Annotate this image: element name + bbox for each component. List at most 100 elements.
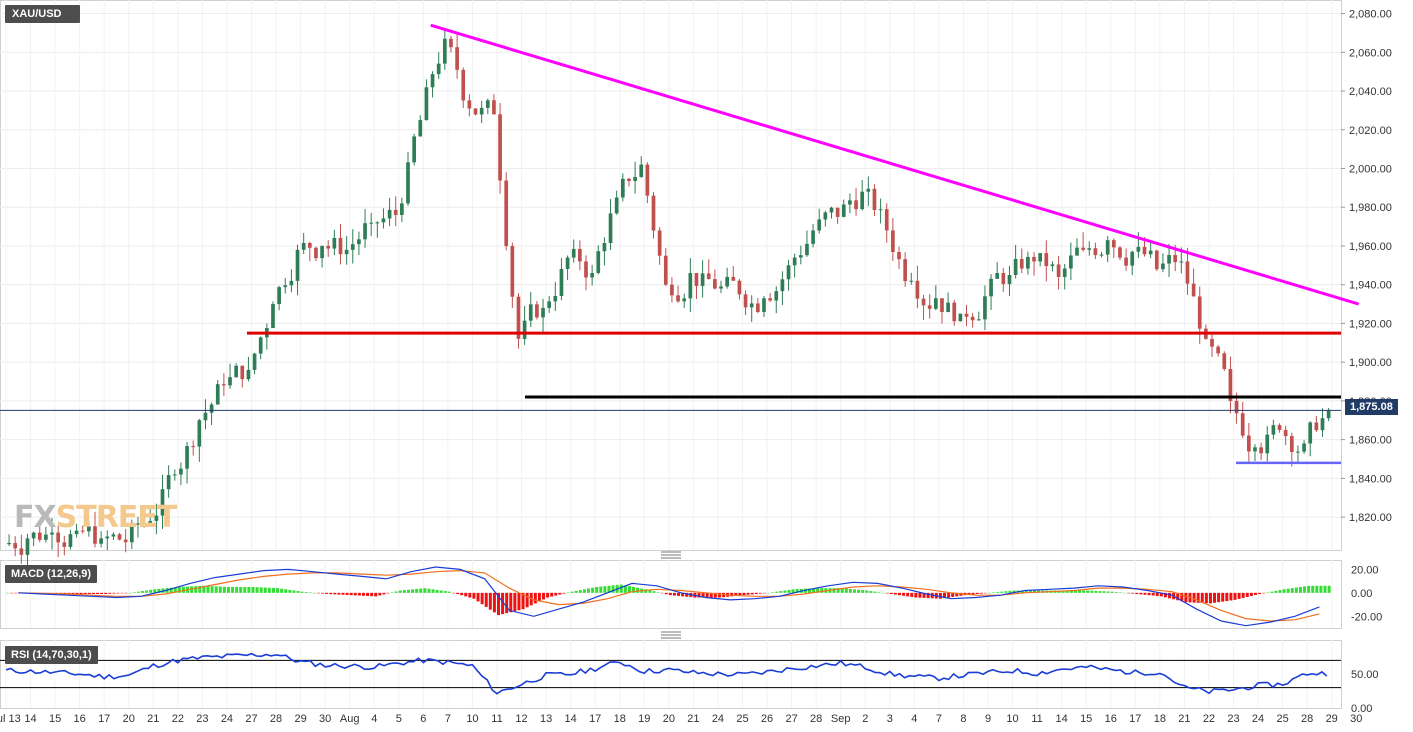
macd-histogram-bar <box>357 592 361 596</box>
macd-histogram-bar <box>807 588 811 593</box>
panel-resize-handle[interactable] <box>661 631 681 639</box>
x-tick-label: 24 <box>712 713 724 725</box>
candle-body <box>350 244 355 250</box>
macd-histogram-bar <box>607 585 611 593</box>
candle-body <box>860 191 865 210</box>
macd-histogram-bar <box>1127 592 1131 594</box>
candle-body <box>958 313 963 322</box>
macd-histogram-bar <box>423 588 427 593</box>
current-price-flag: 1,875.08 <box>1345 399 1398 415</box>
candle-body <box>1099 254 1104 256</box>
macd-histogram-bar <box>447 591 451 593</box>
macd-histogram-bar <box>128 592 132 594</box>
x-tick-label: 4 <box>911 713 917 725</box>
macd-histogram-bar <box>910 592 914 597</box>
candle-body <box>498 114 502 181</box>
macd-histogram-bar <box>537 592 541 602</box>
macd-histogram-bar <box>226 586 230 593</box>
y-tick-label: 2,020.00 <box>1349 125 1392 137</box>
candle-body <box>522 320 527 339</box>
candle-body <box>663 255 668 285</box>
candle-body <box>768 298 772 301</box>
candle-body <box>792 257 797 266</box>
candle-body <box>989 278 993 297</box>
x-tick-label: 23 <box>1227 713 1239 725</box>
x-tick-label: 27 <box>245 713 257 725</box>
x-tick-label: 29 <box>1326 713 1338 725</box>
macd-histogram-bar <box>542 592 546 600</box>
candle-body <box>633 176 637 182</box>
candle-body <box>682 298 687 302</box>
candle-body <box>142 523 146 525</box>
candle-body <box>1197 296 1202 329</box>
macd-histogram-bar <box>558 592 562 595</box>
candle-body <box>940 298 944 313</box>
candle-body <box>700 273 705 286</box>
macd-histogram-bar <box>988 592 991 594</box>
x-tick-label: 15 <box>1080 713 1092 725</box>
y-tick-label: 1,900.00 <box>1349 357 1392 369</box>
macd-histogram-bar <box>1282 589 1286 593</box>
candle-body <box>1191 283 1196 297</box>
macd-histogram-bar <box>1258 592 1262 594</box>
candle-body <box>559 268 564 297</box>
candle-body <box>1253 447 1257 452</box>
macd-histogram-bar <box>456 592 460 594</box>
candle-body <box>1326 410 1331 419</box>
y-tick-label: 2,080.00 <box>1349 9 1392 21</box>
x-tick-label: 17 <box>1129 713 1141 725</box>
x-tick-label: 2 <box>862 713 868 725</box>
panel-resize-handle[interactable] <box>661 551 681 559</box>
macd-histogram-bar <box>157 588 161 593</box>
x-tick-label: 4 <box>371 713 377 725</box>
candle-body <box>516 296 521 339</box>
macd-histogram-bar <box>869 591 873 593</box>
macd-histogram-bar <box>210 586 214 593</box>
macd-histogram-bar <box>460 592 464 596</box>
candle-body <box>375 222 380 224</box>
macd-histogram-bar <box>96 592 100 594</box>
candle-body <box>234 365 238 378</box>
macd-histogram-bar <box>1192 592 1196 603</box>
x-tick-label: 16 <box>74 713 86 725</box>
x-tick-label: 3 <box>887 713 893 725</box>
macd-histogram-bar <box>406 589 410 593</box>
macd-histogram-bar <box>198 585 202 593</box>
candle-body <box>891 230 895 252</box>
macd-histogram-bar <box>591 587 595 593</box>
macd-histogram-bar <box>840 588 844 593</box>
macd-histogram-bar <box>1274 590 1278 593</box>
macd-histogram-bar <box>1106 591 1110 593</box>
candle-body <box>1056 264 1061 277</box>
macd-histogram-bar <box>108 592 112 594</box>
macd-histogram-bar <box>877 592 881 593</box>
candle-body <box>436 63 441 75</box>
macd-histogram-bar <box>316 592 320 594</box>
candle-body <box>74 530 79 535</box>
candle-body <box>1179 261 1184 263</box>
macd-histogram-bar <box>271 587 275 593</box>
candle-body <box>817 219 822 231</box>
macd-histogram-bar <box>451 592 455 594</box>
candle-body <box>1026 256 1030 269</box>
macd-histogram-bar <box>329 592 333 595</box>
macd-histogram-bar <box>570 591 574 593</box>
x-tick-label: 18 <box>1154 713 1166 725</box>
candle-body <box>1216 346 1220 354</box>
candle-body <box>565 257 570 269</box>
macd-histogram-bar <box>762 592 766 594</box>
macd-histogram-bar <box>1253 592 1257 595</box>
macd-histogram-bar <box>926 592 930 599</box>
macd-histogram-bar <box>979 592 983 594</box>
macd-histogram-bar <box>1061 590 1065 593</box>
candle-body <box>743 294 748 308</box>
candle-body <box>252 353 257 370</box>
candle-body <box>271 304 275 329</box>
macd-histogram-bar <box>677 592 681 596</box>
macd-histogram-bar <box>656 592 660 593</box>
candle-body <box>1173 255 1178 263</box>
macd-histogram-bar <box>267 587 271 593</box>
macd-histogram-bar <box>1225 592 1229 602</box>
candle-body <box>835 207 840 217</box>
